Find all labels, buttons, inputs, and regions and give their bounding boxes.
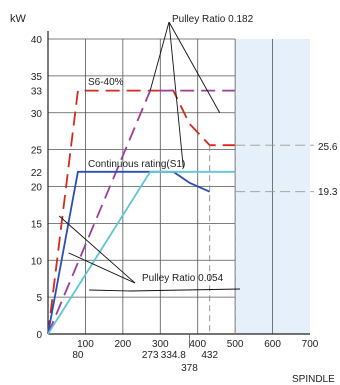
pulley-low-leader [68,252,136,284]
y-tick-label: 40 [31,35,43,46]
pulley-high-leader [149,21,170,91]
value-label-lower: 19.3 [318,187,338,198]
y-axis-label: kW [10,13,27,25]
y-tick-label: 10 [31,256,43,267]
value-label-upper: 25.6 [318,142,338,153]
y-tick-label: 33 [31,87,43,98]
y-tick-label: 22 [31,168,43,179]
pulley-low-leader [89,289,131,292]
x-tick-label: 100 [77,339,94,350]
x-tick-label: 500 [227,339,244,350]
x-tick-label-secondary: 334.8 [161,350,186,361]
pulley-high-leader [168,21,221,113]
y-tick-label: 35 [31,72,43,83]
series-line-1 [47,89,236,335]
x-tick-label: 300 [152,339,169,350]
y-tick-label: 20 [31,183,43,194]
series-line-3 [47,170,211,335]
x-tick-label: 200 [115,339,132,350]
y-tick-label: 25 [31,146,43,157]
s6-label: S6-40% [88,77,124,88]
x-tick-label: 400 [189,339,206,350]
x-tick-label-secondary: 273 [142,350,159,361]
x-tick-label: 600 [264,339,281,350]
x-tick-label-secondary: 432 [201,350,218,361]
y-tick-label: 5 [36,293,42,304]
axes [47,31,310,348]
tick-labels: 0 5 10 15 20 22 25 30 33 35 40 100 200 300 400 500 600 70… [31,35,319,374]
pulley-low-leader [129,288,241,292]
pulley-ratio-low-label: Pulley Ratio 0.054 [142,273,224,284]
annotation-leaders [58,21,314,334]
series-line-4 [47,170,236,335]
y-tick-label: 30 [31,109,43,120]
y-tick-label: 15 [31,219,43,230]
pulley-low-leader [58,215,136,284]
x-tick-label-secondary: 378 [181,363,198,374]
x-tick-label: 700 [302,339,319,350]
y-tick-label: 0 [36,330,42,341]
pulley-high-leader [168,21,184,168]
pulley-ratio-high-label: Pulley Ratio 0.182 [172,14,254,25]
x-tick-label-secondary: 80 [72,350,84,361]
x-axis-label: SPINDLE [292,374,335,385]
s1-label: Continuous rating(S1) [88,159,185,170]
